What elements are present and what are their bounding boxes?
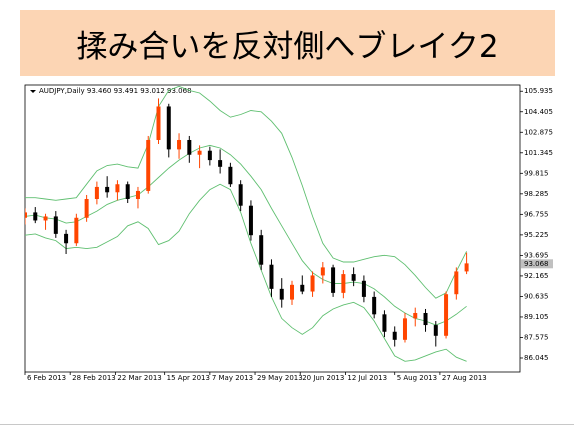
candle-body <box>156 106 161 140</box>
candle-body <box>372 296 377 315</box>
last-price-box <box>521 259 553 269</box>
x-tick-label: 28 Feb 2013 <box>72 374 116 382</box>
y-tick-label: 101.345 <box>524 149 553 157</box>
candle-body <box>392 331 397 340</box>
candle-body <box>259 235 264 265</box>
x-tick-label: 12 Jul 2013 <box>347 374 387 382</box>
x-tick-label: 29 May 2013 <box>257 374 303 382</box>
candle-body <box>33 212 38 221</box>
y-tick-label: 104.405 <box>524 108 553 116</box>
x-tick-label: 22 Mar 2013 <box>117 374 161 382</box>
candle-body <box>320 267 325 276</box>
candle-body <box>413 312 418 319</box>
candle-body <box>290 284 295 300</box>
candle-body <box>84 198 89 218</box>
y-tick-label: 87.575 <box>524 333 549 341</box>
x-tick-label: 5 Aug 2013 <box>397 374 437 382</box>
candle-body <box>464 263 469 272</box>
bollinger-band <box>25 144 467 326</box>
y-tick-label: 102.875 <box>524 128 553 136</box>
candle-body <box>331 267 336 293</box>
candle-body <box>423 312 428 326</box>
bollinger-band <box>25 85 468 299</box>
candle-body <box>43 216 48 221</box>
bollinger-band <box>25 183 467 362</box>
candle-body <box>146 139 151 191</box>
candle-body <box>433 325 438 336</box>
x-tick-label: 6 Feb 2013 <box>27 374 66 382</box>
candle-body <box>300 284 305 292</box>
y-tick-label: 105.935 <box>524 87 553 95</box>
candle-body <box>341 274 346 293</box>
candle-body <box>53 216 58 234</box>
candle-body <box>74 217 79 244</box>
candle-body <box>402 318 407 340</box>
x-tick-label: 27 Aug 2013 <box>442 374 487 382</box>
x-tick-label: 7 May 2013 <box>212 374 253 382</box>
y-tick-label: 98.285 <box>524 190 549 198</box>
x-tick-label: 15 Apr 2013 <box>167 374 210 382</box>
candle-body <box>238 184 243 206</box>
candle-body <box>361 280 366 297</box>
candle-body <box>207 150 212 161</box>
y-tick-label: 96.755 <box>524 210 549 218</box>
candle-body <box>115 184 120 193</box>
candle-body <box>125 184 130 199</box>
y-tick-label: 86.045 <box>524 354 549 362</box>
candle-body <box>25 212 27 218</box>
candle-body <box>248 205 253 236</box>
candle-body <box>94 186 99 199</box>
last-price-label: 93.068 <box>524 260 549 268</box>
candle-body <box>454 271 459 295</box>
candle-body <box>187 139 192 155</box>
candle-body <box>310 275 315 292</box>
slide-title: 揉み合いを反対側へブレイク2 <box>20 10 555 76</box>
y-tick-label: 95.225 <box>524 231 549 239</box>
candle-body <box>64 233 69 244</box>
candle-body <box>351 274 356 281</box>
candle-body <box>444 294 449 336</box>
y-tick-label: 89.105 <box>524 313 549 321</box>
candle-body <box>218 160 223 167</box>
candle-body <box>135 190 140 199</box>
menu-arrow <box>30 90 36 93</box>
candle-body <box>382 314 387 332</box>
plot-area <box>25 85 469 362</box>
candle-body <box>166 106 171 150</box>
y-tick-label: 93.695 <box>524 251 549 259</box>
y-tick-label: 90.635 <box>524 292 549 300</box>
candle-body <box>197 150 202 155</box>
divider <box>0 424 574 425</box>
candle-body <box>269 264 274 289</box>
candle-body <box>177 139 182 150</box>
chart-header: AUDJPY,Daily 93.460 93.491 93.012 93.068 <box>39 87 192 95</box>
y-tick-label: 92.165 <box>524 272 549 280</box>
x-tick-label: 20 Jun 2013 <box>302 374 344 382</box>
candle-body <box>279 288 284 300</box>
candle-body <box>105 186 110 193</box>
candle-body <box>228 166 233 185</box>
y-tick-label: 99.815 <box>524 169 549 177</box>
